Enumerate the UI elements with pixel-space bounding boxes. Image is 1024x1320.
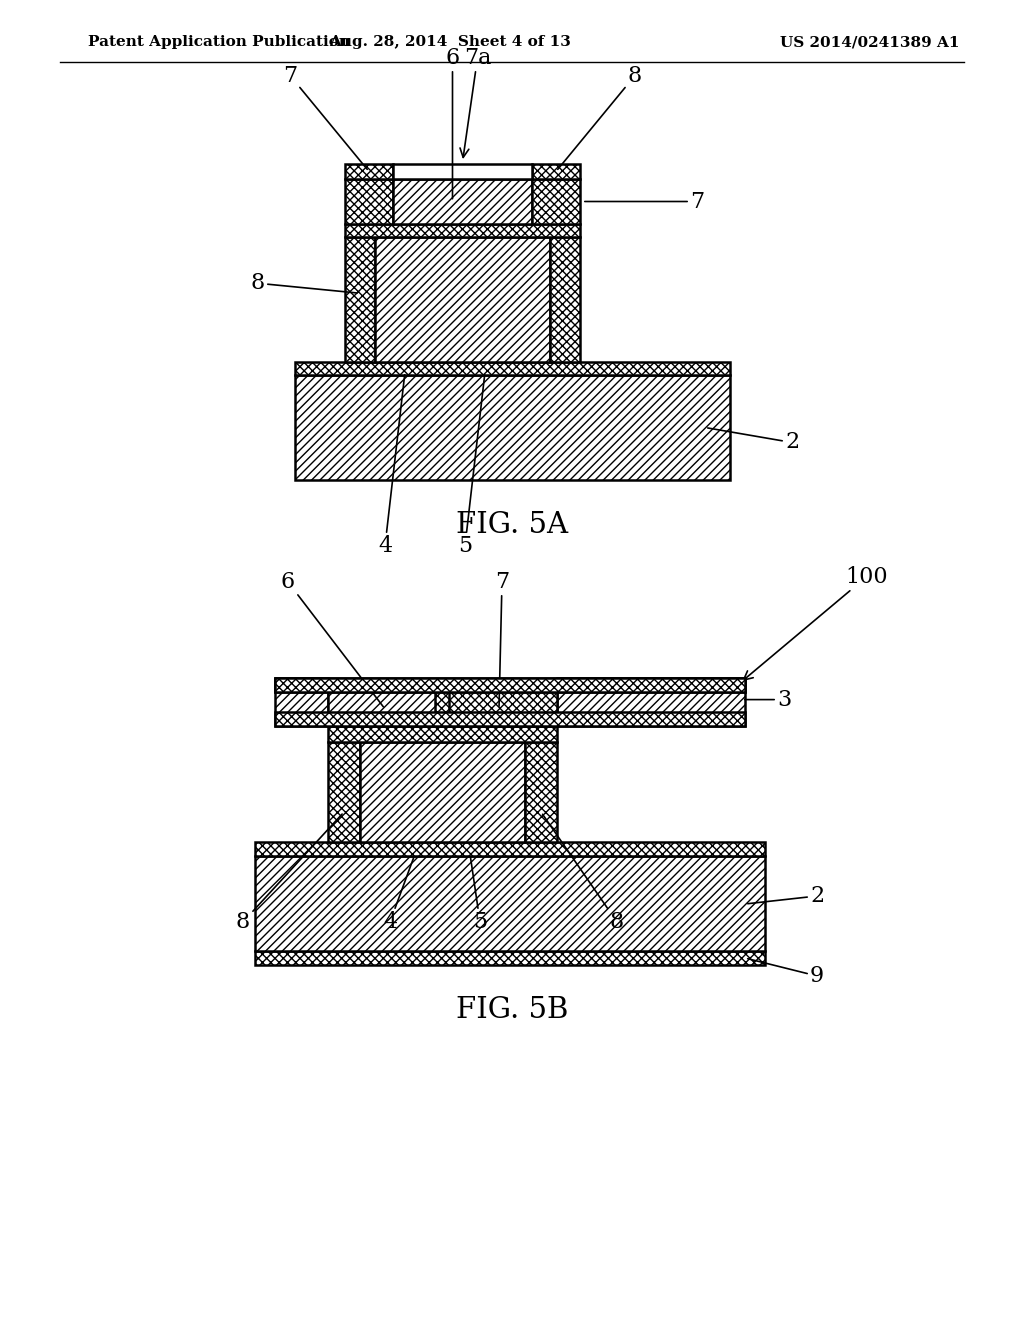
Bar [345,224,580,238]
Text: 6: 6 [445,48,460,199]
Bar [255,950,765,965]
Text: 6: 6 [281,572,383,706]
Bar [328,726,557,742]
Bar [275,711,745,726]
Bar [255,855,765,950]
Bar [345,238,375,362]
Text: 2: 2 [748,884,824,907]
Bar [550,238,580,362]
Text: 7a: 7a [460,48,492,157]
Text: 7: 7 [283,65,368,169]
Bar [532,164,580,180]
Bar [435,692,449,726]
Text: 9: 9 [748,958,824,987]
Bar [328,742,360,842]
Text: 4: 4 [383,857,414,933]
Text: 5: 5 [458,375,484,557]
Text: US 2014/0241389 A1: US 2014/0241389 A1 [780,36,959,49]
Bar [345,180,393,224]
Bar [442,692,557,726]
Text: 8: 8 [251,272,357,294]
Bar [295,362,730,375]
Bar [532,180,580,224]
Text: 7: 7 [585,190,705,213]
Bar [393,180,532,224]
Bar [360,742,525,842]
Bar [295,375,730,480]
Text: 100: 100 [743,566,888,680]
Text: 4: 4 [378,375,404,557]
Bar [393,164,532,180]
Text: Patent Application Publication: Patent Application Publication [88,36,350,49]
Bar [345,164,393,180]
Text: 7: 7 [495,572,509,706]
Text: FIG. 5B: FIG. 5B [456,997,568,1024]
Bar [328,692,442,726]
Bar [255,842,765,855]
Text: Aug. 28, 2014  Sheet 4 of 13: Aug. 28, 2014 Sheet 4 of 13 [329,36,571,49]
Bar [375,238,550,362]
Text: 8: 8 [558,65,642,169]
Bar [275,678,745,692]
Bar [525,742,557,842]
Text: 5: 5 [470,857,487,933]
Text: 8: 8 [543,814,624,933]
Text: FIG. 5A: FIG. 5A [456,511,568,539]
Text: 3: 3 [744,689,792,710]
Bar [275,678,328,726]
Bar [275,678,745,692]
Text: 8: 8 [236,814,342,933]
Text: 2: 2 [708,428,799,454]
Bar [557,678,745,726]
